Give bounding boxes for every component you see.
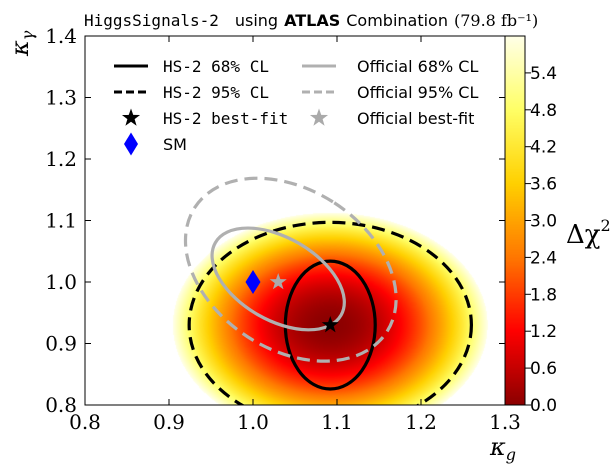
y-tick-label: 1.4 xyxy=(45,24,77,48)
y-tick-label: 0.8 xyxy=(45,393,77,417)
colorbar-label: Δχ2 xyxy=(566,216,611,250)
colorbar-tick-label: 4.8 xyxy=(530,101,557,121)
x-tick-label: 0.9 xyxy=(153,410,185,434)
y-tick-label: 0.9 xyxy=(45,332,77,356)
colorbar-tick-label: 0.0 xyxy=(530,396,557,416)
legend: HS-2 68% CL Official 68% CL HS-2 95% CL Off… xyxy=(114,57,478,156)
colorbar xyxy=(505,36,525,405)
delta-chi2-heatmap xyxy=(85,36,505,405)
y-tick-label: 1.2 xyxy=(45,147,77,171)
legend-entry-hs-2-best-fit: HS-2 best-fit xyxy=(121,108,288,128)
colorbar-tick-label: 0.6 xyxy=(530,359,557,379)
legend-label: Official 95% CL xyxy=(357,83,478,102)
x-tick-label: 1.0 xyxy=(237,410,269,434)
y-axis-label: κγ xyxy=(6,30,37,57)
point-hs-2-best-fit xyxy=(321,316,339,333)
legend-entry-hs-2-95-cl: HS-2 95% CL xyxy=(114,83,269,102)
colorbar-tick-label: 3.0 xyxy=(530,212,557,232)
colorbar-tick-label: 3.6 xyxy=(530,175,557,195)
legend-entry-official-best-fit: Official best-fit xyxy=(309,108,474,128)
legend-label: SM xyxy=(163,135,187,154)
x-axis-label: κg xyxy=(489,433,516,464)
x-tick-label: 1.3 xyxy=(489,410,521,434)
legend-label: HS-2 68% CL xyxy=(163,57,269,76)
x-tick-label: 1.1 xyxy=(321,410,353,434)
legend-entry-official-68-cl: Official 68% CL xyxy=(302,57,478,76)
y-tick-label: 1.1 xyxy=(45,209,77,233)
point-official-best-fit xyxy=(269,273,287,290)
legend-entry-sm: SM xyxy=(124,132,187,156)
legend-label: HS-2 best-fit xyxy=(163,109,288,128)
contour-official-95-cl xyxy=(183,176,398,363)
colorbar-tick-label: 1.8 xyxy=(530,285,557,305)
legend-entry-hs-2-68-cl: HS-2 68% CL xyxy=(114,57,269,76)
colorbar-tick-label: 4.2 xyxy=(530,138,557,158)
point-sm xyxy=(245,270,261,294)
x-tick-label: 1.2 xyxy=(405,410,437,434)
legend-label: Official best-fit xyxy=(357,109,474,128)
contour-official-68-cl xyxy=(210,226,346,332)
legend-star-swatch xyxy=(309,108,329,126)
y-tick-label: 1.0 xyxy=(45,270,77,294)
contour-hs-2-95-cl xyxy=(187,220,473,405)
x-tick-label: 0.8 xyxy=(69,410,101,434)
legend-label: HS-2 95% CL xyxy=(163,83,269,102)
colorbar-tick-label: 5.4 xyxy=(530,64,557,84)
colorbar-tick-label: 1.2 xyxy=(530,322,557,342)
legend-star-swatch xyxy=(121,108,141,126)
legend-diamond-swatch xyxy=(124,132,138,156)
legend-label: Official 68% CL xyxy=(357,57,478,76)
y-tick-label: 1.3 xyxy=(45,86,77,110)
chart-title: HiggsSignals-2 using ATLAS Combination (79.8… xyxy=(84,11,538,30)
legend-entry-official-95-cl: Official 95% CL xyxy=(302,83,478,102)
colorbar-tick-label: 2.4 xyxy=(530,248,557,268)
